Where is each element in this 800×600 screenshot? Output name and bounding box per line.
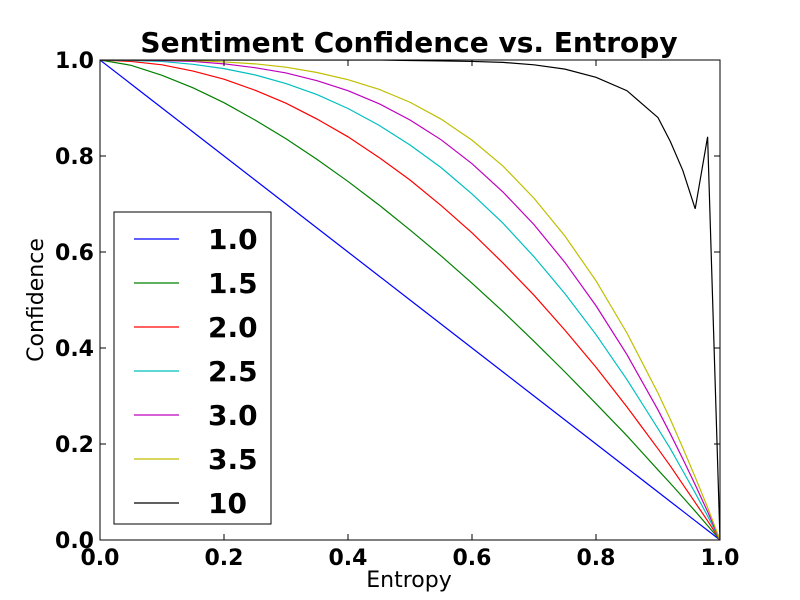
x-tick-label: 0.0 xyxy=(81,546,120,571)
series-line-1.5 xyxy=(100,60,720,540)
x-tick-label: 0.8 xyxy=(577,546,616,571)
legend-item-3.5: 3.5 xyxy=(134,443,258,476)
legend: 1.0 1.5 2.0 2.5 3.0 3.5 10 xyxy=(113,211,272,525)
legend-label: 2.5 xyxy=(208,355,258,388)
x-tick-label: 0.2 xyxy=(205,546,244,571)
x-axis-label: Entropy xyxy=(366,568,451,593)
legend-label: 2.0 xyxy=(208,311,258,344)
legend-label: 1.5 xyxy=(208,267,258,300)
y-tick-label: 1.0 xyxy=(55,49,94,74)
x-tick-label: 0.4 xyxy=(329,546,368,571)
legend-item-10: 10 xyxy=(134,487,247,520)
x-tick-label: 0.6 xyxy=(453,546,492,571)
legend-box xyxy=(113,211,272,525)
y-axis-ticks: 0.0 0.2 0.4 0.6 0.8 1.0 xyxy=(55,49,720,554)
legend-label: 3.0 xyxy=(208,399,258,432)
legend-item-2.5: 2.5 xyxy=(134,355,258,388)
series-line-3.0 xyxy=(100,60,720,540)
series-line-2.5 xyxy=(100,60,720,540)
x-axis-ticks: 0.0 0.2 0.4 0.6 0.8 1.0 xyxy=(81,60,740,571)
y-axis-label: Confidence xyxy=(24,238,49,362)
series-line-3.5 xyxy=(100,60,720,540)
legend-label: 10 xyxy=(208,487,247,520)
legend-item-3.0: 3.0 xyxy=(134,399,258,432)
legend-item-1.5: 1.5 xyxy=(134,267,258,300)
legend-item-2.0: 2.0 xyxy=(134,311,258,344)
series-line-2.0 xyxy=(100,60,720,540)
legend-label: 3.5 xyxy=(208,443,258,476)
y-tick-label: 0.2 xyxy=(55,433,94,458)
chart-title: Sentiment Confidence vs. Entropy xyxy=(140,26,677,59)
y-tick-label: 0.4 xyxy=(55,337,94,362)
legend-label: 1.0 xyxy=(208,223,258,256)
series-line-1.0 xyxy=(100,60,720,540)
legend-item-1.0: 1.0 xyxy=(134,223,258,256)
series-line-10 xyxy=(100,60,720,540)
series-group xyxy=(100,60,720,540)
y-tick-label: 0.6 xyxy=(55,241,94,266)
y-tick-label: 0.8 xyxy=(55,145,94,170)
y-tick-label: 0.0 xyxy=(55,529,94,554)
x-tick-label: 1.0 xyxy=(701,546,740,571)
plot-frame xyxy=(99,59,721,541)
